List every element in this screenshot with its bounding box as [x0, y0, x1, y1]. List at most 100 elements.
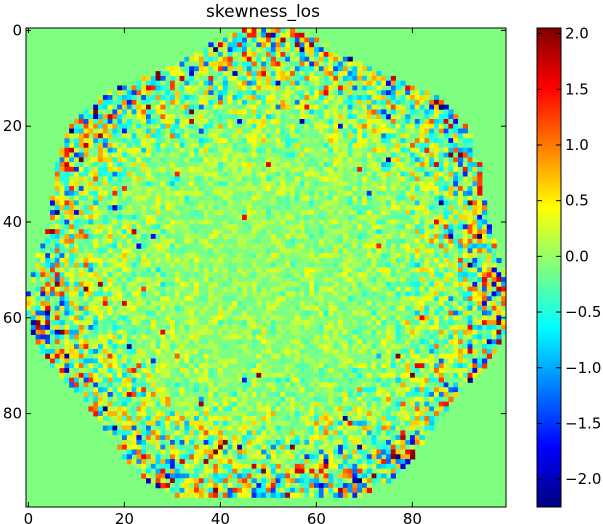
heatmap-cell [496, 272, 502, 278]
heatmap-cell [419, 324, 425, 331]
heatmap-cell [54, 310, 60, 316]
heatmap-cell [150, 272, 156, 278]
heatmap-cell [390, 257, 396, 264]
heatmap-cell [270, 243, 276, 249]
heatmap-cell [78, 296, 84, 302]
heatmap-cell [309, 353, 315, 359]
heatmap-cell [64, 272, 70, 278]
heatmap-cell [218, 66, 224, 72]
heatmap-cell [251, 90, 257, 96]
heatmap-cell [40, 301, 46, 307]
heatmap-cell [400, 171, 406, 177]
heatmap-cell [266, 248, 272, 254]
heatmap-cell [59, 147, 65, 153]
heatmap-cell [318, 248, 324, 254]
heatmap-cell [227, 190, 233, 197]
heatmap-cell [117, 205, 123, 211]
heatmap-cell [333, 233, 339, 240]
heatmap-cell [381, 296, 387, 302]
heatmap-cell [246, 61, 252, 67]
heatmap-cell [386, 147, 392, 153]
heatmap-cell [376, 162, 382, 168]
heatmap-cell [501, 281, 506, 288]
heatmap-cell [290, 66, 296, 72]
heatmap-cell [155, 320, 161, 326]
heatmap-cell [45, 339, 51, 345]
heatmap-cell [74, 219, 80, 225]
heatmap-cell [141, 224, 147, 230]
heatmap-cell [213, 61, 219, 67]
heatmap-cell [275, 95, 281, 101]
heatmap-cell [198, 339, 204, 345]
heatmap-cell [280, 176, 286, 182]
heatmap-cell [261, 353, 267, 359]
heatmap-cell [251, 305, 257, 312]
heatmap-cell [477, 310, 483, 316]
heatmap-cell [136, 262, 142, 268]
heatmap-cell [69, 133, 75, 139]
heatmap-cell [410, 229, 416, 235]
heatmap-cell [174, 243, 180, 249]
heatmap-cell [218, 190, 224, 197]
heatmap-cell [141, 205, 147, 211]
heatmap-cell [218, 277, 224, 283]
heatmap-cell [69, 334, 75, 340]
heatmap-cell [347, 142, 353, 149]
heatmap-cell [35, 296, 41, 302]
heatmap-cell [184, 99, 190, 106]
heatmap-cell [246, 190, 252, 197]
heatmap-cell [218, 85, 224, 91]
heatmap-cell [141, 229, 147, 235]
heatmap-cell [78, 162, 84, 168]
heatmap-cell [174, 99, 180, 106]
heatmap-cell [453, 291, 459, 297]
heatmap-cell [362, 195, 368, 201]
heatmap-cell [318, 123, 324, 129]
heatmap-cell [102, 104, 108, 110]
heatmap-cell [251, 320, 257, 326]
heatmap-cell [30, 301, 36, 307]
heatmap-cell [323, 200, 329, 206]
heatmap-cell [419, 210, 425, 216]
heatmap-cell [179, 272, 185, 278]
heatmap-cell [189, 166, 195, 173]
heatmap-cell [443, 281, 449, 288]
heatmap-cell [366, 128, 372, 134]
heatmap-cell [83, 142, 89, 149]
heatmap-cell [107, 181, 113, 187]
heatmap-cell [69, 248, 75, 254]
heatmap-cell [366, 267, 372, 273]
heatmap-cell [30, 267, 36, 273]
heatmap-cell [131, 162, 137, 168]
heatmap-cell [290, 95, 296, 101]
heatmap-cell [102, 114, 108, 120]
heatmap-cell [194, 272, 200, 278]
heatmap-cell [266, 51, 272, 58]
heatmap-cell [184, 157, 190, 163]
heatmap-cell [443, 133, 449, 139]
heatmap-cell [189, 114, 195, 120]
heatmap-cell [438, 186, 444, 192]
heatmap-cell [304, 334, 310, 340]
heatmap-cell [395, 128, 401, 134]
heatmap-cell [222, 248, 228, 254]
heatmap-cell [309, 61, 315, 67]
heatmap-cell [54, 348, 60, 355]
heatmap-cell [309, 315, 315, 321]
heatmap-cell [357, 301, 363, 307]
heatmap-cell [222, 310, 228, 316]
heatmap-cell [458, 233, 464, 240]
heatmap-cell [270, 61, 276, 67]
heatmap-cell [251, 353, 257, 359]
heatmap-cell [146, 181, 152, 187]
heatmap-cell [366, 104, 372, 110]
heatmap-cell [170, 281, 176, 288]
heatmap-cell [160, 152, 166, 158]
heatmap-cell [150, 109, 156, 115]
heatmap-cell [203, 66, 209, 72]
heatmap-cell [203, 219, 209, 225]
heatmap-cell [64, 142, 70, 149]
heatmap-cell [242, 186, 248, 192]
heatmap-cell [405, 315, 411, 321]
heatmap-cell [299, 320, 305, 326]
